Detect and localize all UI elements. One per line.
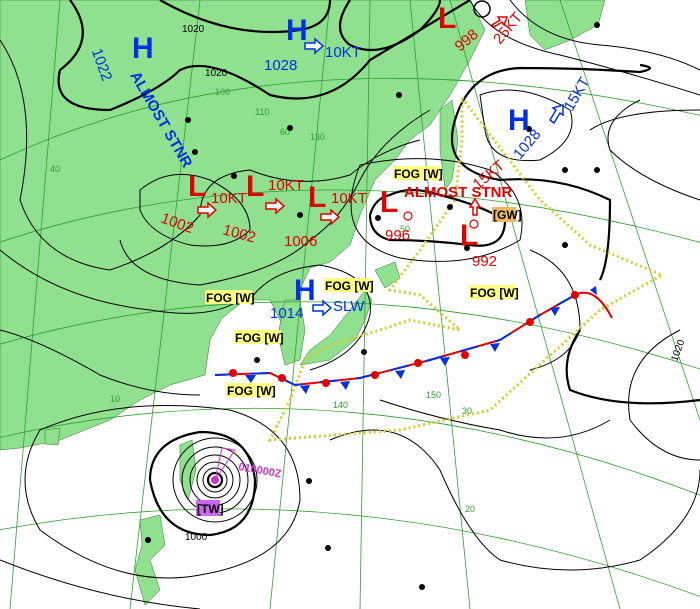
low-symbol: L [438,2,456,35]
motion-arrow-icon [468,197,482,216]
sakhalin [439,99,459,191]
low-symbol: L [460,219,478,252]
fog-warning: FOG [W] [470,286,519,300]
low-symbol: L [380,186,398,219]
low-symbol: L [188,170,206,203]
gale-warning-label: [GW] [493,208,522,222]
isobar-label: 1000 [185,532,208,543]
typhoon-warning-badge: [TW] [197,502,224,516]
low-996: L ALMOST STNR 996 [380,184,512,244]
fog-warning: FOG [W] [325,279,374,293]
isobar-label: 1020 [205,68,228,79]
asia-mainland [0,0,486,451]
high-pressure: 1014 [270,305,303,322]
high-symbol: H [508,104,530,137]
grid-label: 130 [310,132,325,142]
high-1028-north: H 1028 10KT [264,14,361,74]
grid-label: 100 [215,87,230,97]
grid-label: 10 [110,394,120,404]
motion-arrow-icon [490,16,509,28]
warm-front-marks [229,291,579,387]
high-symbol: H [132,32,154,65]
grid-label: 150 [426,390,441,400]
japan-hokkaido [374,261,401,289]
typhoon-center-icon [211,476,219,484]
philippines [134,514,166,606]
grid-label: 140 [333,400,348,410]
low-pressure: 1006 [284,233,317,250]
low-motion: 10KT [268,177,304,194]
low-center-icon [403,211,413,221]
low-symbol: L [246,170,264,203]
high-symbol: H [294,274,316,307]
stationary-front [214,286,613,394]
fog-warnings: FOG [W] FOG [W] FOG [W] FOG [W] FOG [W] … [205,166,519,398]
low-pressure: 996 [385,227,410,244]
low-pressure: 992 [472,253,497,270]
taiwan [179,439,197,501]
motion-arrow-icon [312,299,333,317]
grid-label: 60 [280,127,290,137]
hainan [44,427,61,446]
fog-warning: FOG [W] [394,167,443,181]
high-motion: SLW [333,298,365,315]
motion-arrow-icon [549,103,564,125]
grid-label: 20 [465,504,475,514]
motion-arrow-icon [320,208,341,226]
high-symbol: H [286,14,308,47]
cold-front-marks [245,286,597,394]
isobar-label: 1020 [182,24,205,35]
warning-area-boundary [267,93,666,442]
typhoon-forecast-time: 010000Z [237,461,282,480]
motion-arrow-icon [197,201,218,219]
land-masses [0,0,606,606]
low-note: ALMOST STNR [404,184,512,201]
low-motion: 10KT [211,190,247,207]
high-motion: 10KT [325,44,361,61]
high-pressure: 1028 [264,57,297,74]
low-motion: 10KT [331,190,367,207]
low-motion: 25KT [490,9,526,47]
fog-warning: FOG [W] [227,384,276,398]
high-1014: H 1014 SLW [270,274,365,322]
high-1028-east: H 1028 15KT [508,74,593,162]
low-center-icon [469,219,479,229]
fog-warning: FOG [W] [235,331,284,345]
fog-warning: FOG [W] [206,291,255,305]
low-symbol: L [308,181,326,214]
isobar-label: 1020 [669,338,687,363]
station-plots [145,22,600,590]
grid-label: 50 [400,224,410,234]
motion-arrow-icon [304,37,325,55]
grid-label: 30 [462,406,472,416]
gale-warning-badge [492,207,516,222]
motion-arrow-icon [265,197,286,215]
low-1006: L 10KT 1006 [284,181,367,250]
grid-label: 40 [50,164,60,174]
low-992: L 992 15KT [GW] [460,157,522,270]
grid-label: 110 [255,107,269,117]
